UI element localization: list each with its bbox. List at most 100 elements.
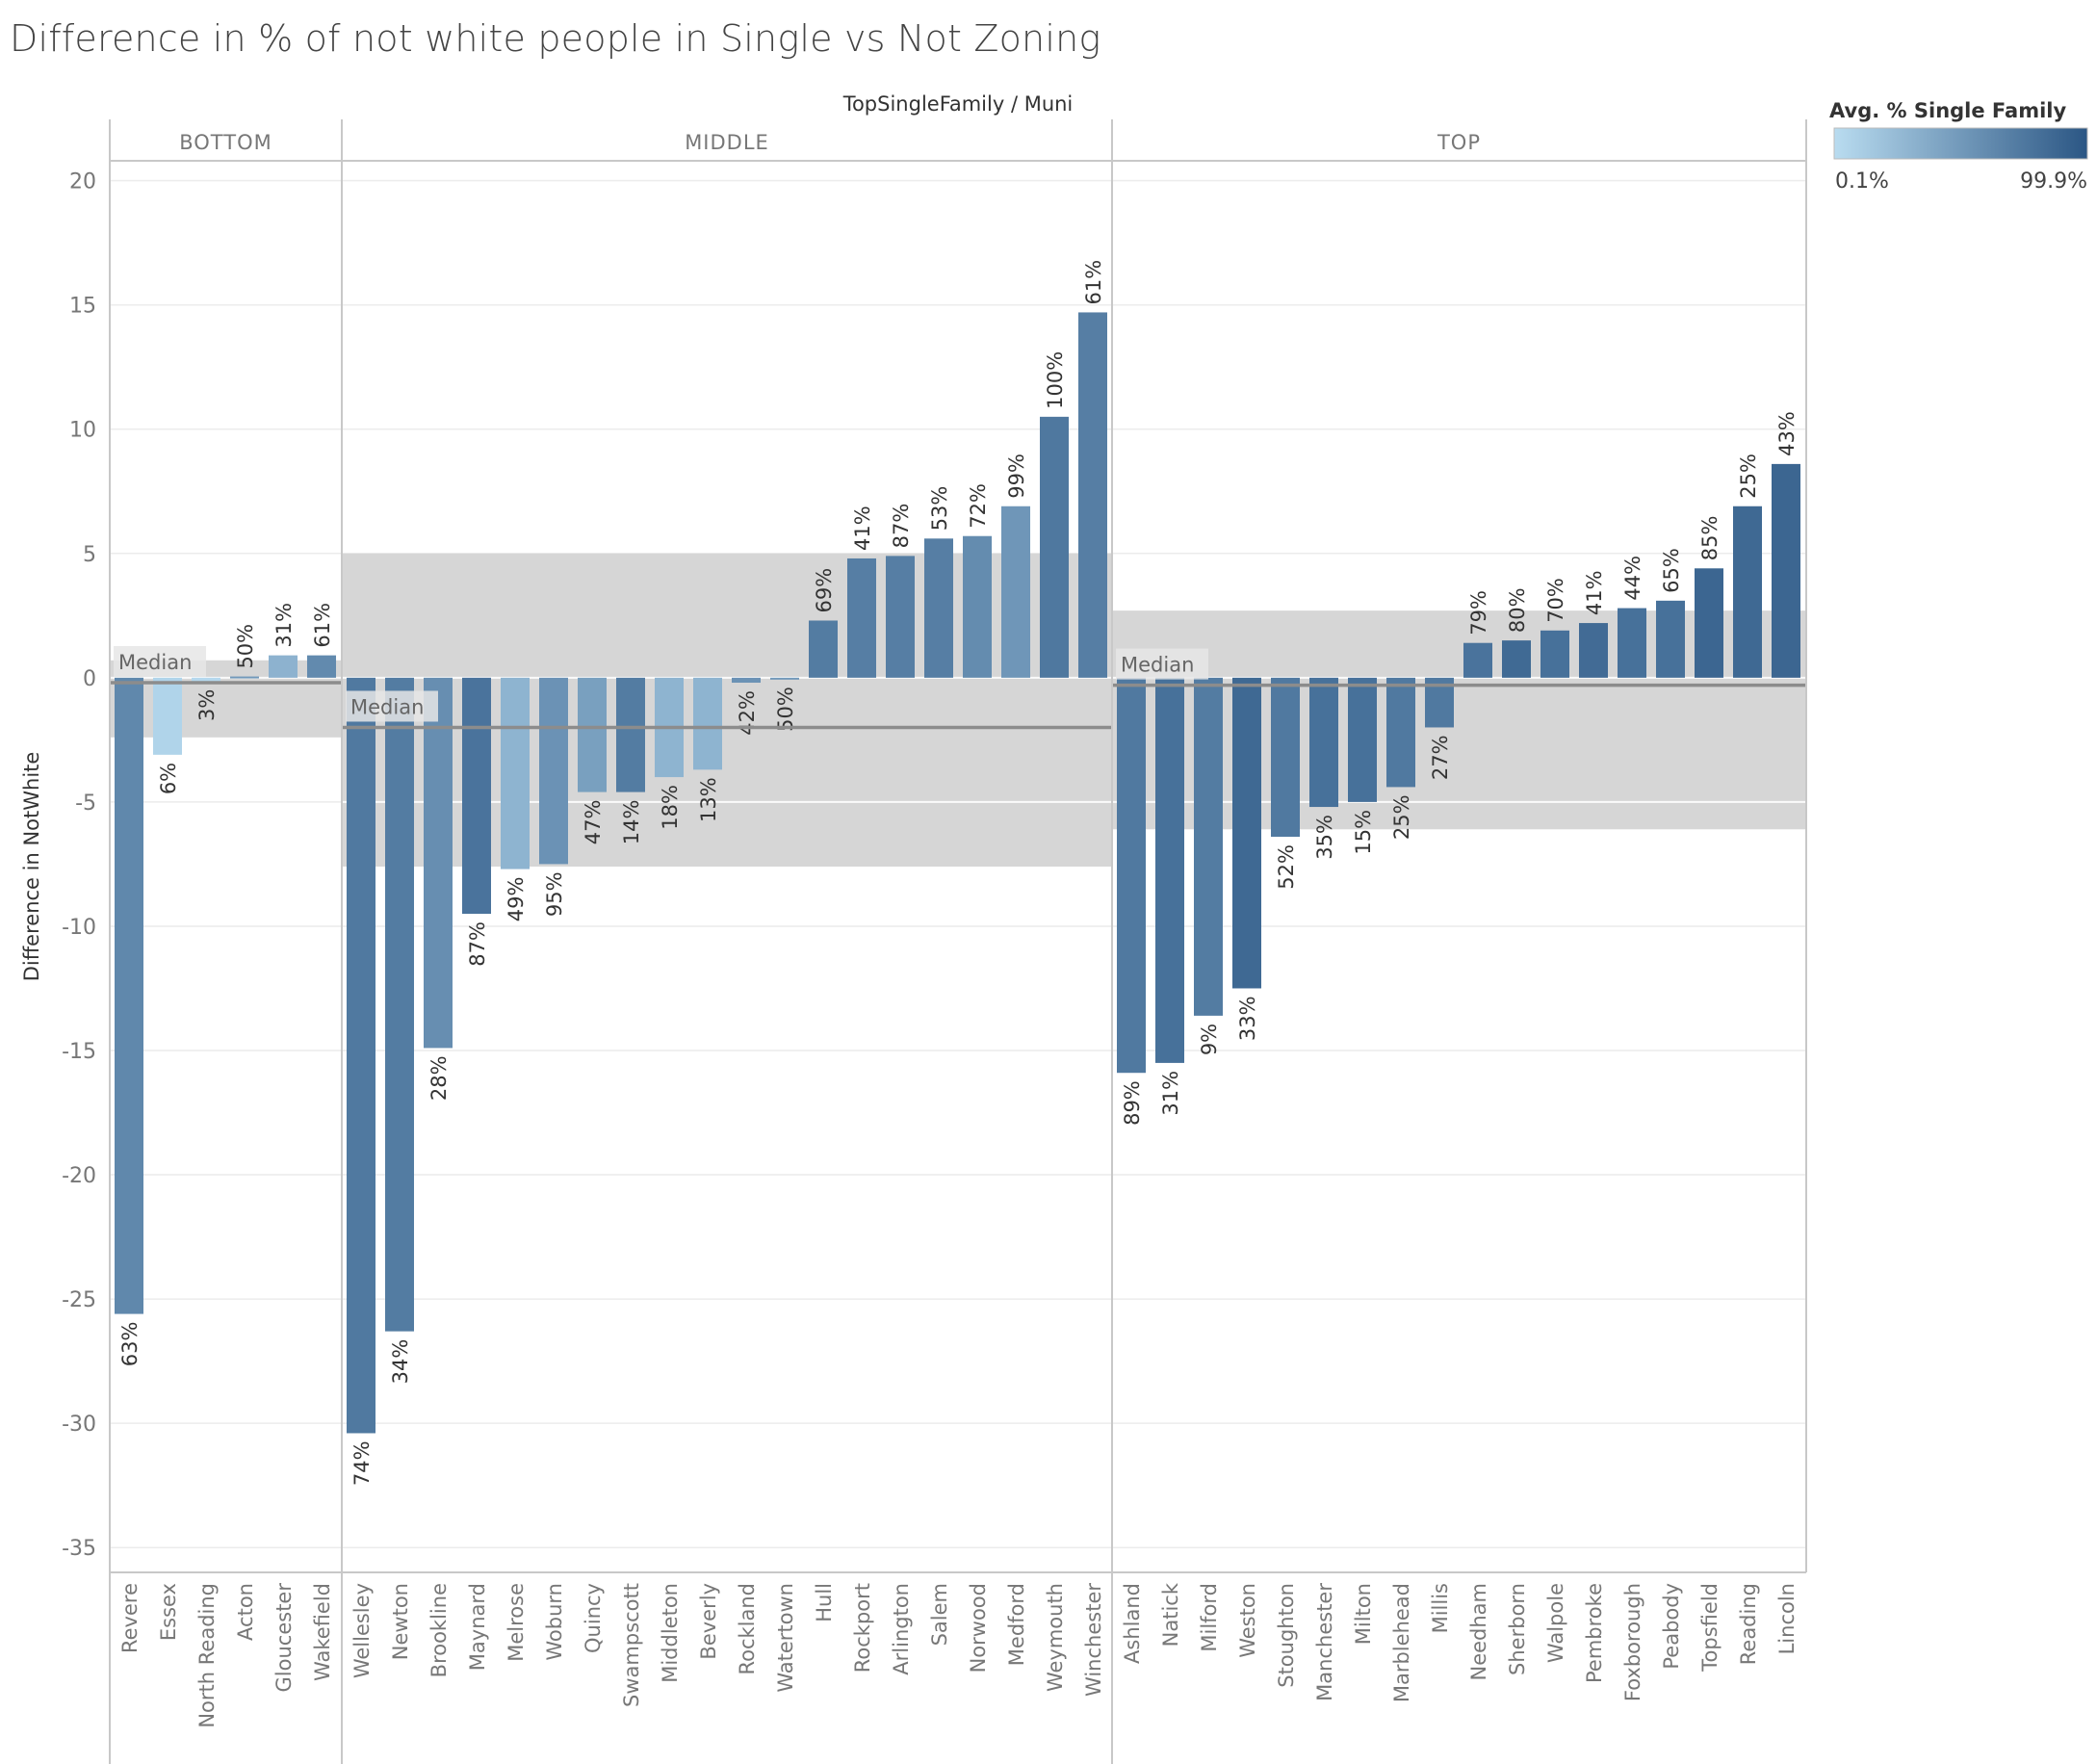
bar bbox=[578, 677, 607, 792]
category-label: Melrose bbox=[505, 1583, 528, 1662]
legend-min-label: 0.1% bbox=[1835, 169, 1889, 194]
bar bbox=[1618, 608, 1646, 678]
y-axis-title: Difference in NotWhite bbox=[20, 752, 43, 982]
bar bbox=[1155, 677, 1184, 1063]
y-tick-label: 10 bbox=[69, 419, 96, 443]
bar bbox=[1579, 623, 1608, 678]
category-label: Peabody bbox=[1660, 1583, 1683, 1670]
category-label: Topsfield bbox=[1698, 1583, 1722, 1673]
data-label: 47% bbox=[582, 800, 605, 845]
legend-title: Avg. % Single Family bbox=[1829, 99, 2066, 122]
bar bbox=[192, 677, 220, 682]
bar bbox=[347, 677, 375, 1434]
data-label: 49% bbox=[505, 877, 528, 922]
bar bbox=[1001, 506, 1030, 678]
column-header: TopSingleFamily / Muni bbox=[842, 92, 1074, 116]
category-label: Norwood bbox=[967, 1583, 990, 1673]
bar bbox=[424, 677, 453, 1049]
bar bbox=[809, 620, 838, 678]
category-label: Stoughton bbox=[1275, 1583, 1298, 1688]
bar bbox=[1772, 463, 1800, 678]
legend-color-ramp bbox=[1833, 127, 2088, 160]
data-label: 6% bbox=[157, 763, 180, 794]
category-label: Pembroke bbox=[1583, 1583, 1606, 1683]
data-label: 95% bbox=[543, 871, 566, 917]
data-label: 44% bbox=[1621, 556, 1644, 601]
data-label: 28% bbox=[427, 1055, 451, 1101]
data-label: 14% bbox=[620, 800, 643, 845]
y-tick-label: -5 bbox=[75, 791, 96, 816]
median-label-bg bbox=[346, 690, 438, 722]
category-label: Beverly bbox=[697, 1583, 720, 1660]
data-label: 18% bbox=[659, 785, 682, 830]
data-label: 25% bbox=[1390, 794, 1413, 840]
bar bbox=[1271, 677, 1300, 838]
y-tick-label: -30 bbox=[62, 1413, 96, 1437]
bar bbox=[115, 677, 143, 1314]
data-label: 63% bbox=[118, 1322, 142, 1367]
data-label: 3% bbox=[195, 689, 219, 721]
category-label: Ashland bbox=[1121, 1583, 1144, 1664]
data-label: 31% bbox=[1159, 1071, 1182, 1116]
category-label: Hull bbox=[813, 1583, 836, 1622]
data-label: 42% bbox=[736, 690, 759, 736]
bar bbox=[924, 538, 953, 678]
category-label: Reading bbox=[1737, 1583, 1760, 1665]
bar bbox=[1463, 642, 1492, 678]
data-label: 25% bbox=[1737, 454, 1760, 499]
data-label: 13% bbox=[697, 777, 720, 822]
category-label: Marblehead bbox=[1390, 1583, 1413, 1702]
legend-max-label: 99.9% bbox=[2020, 169, 2087, 194]
category-label: Revere bbox=[118, 1583, 142, 1653]
data-label: 80% bbox=[1506, 587, 1529, 633]
data-label: 52% bbox=[1275, 844, 1298, 890]
y-tick-label: -10 bbox=[62, 916, 96, 940]
category-label: Milton bbox=[1352, 1583, 1375, 1645]
bar bbox=[269, 655, 298, 678]
data-label: 74% bbox=[350, 1440, 374, 1486]
category-label: Rockport bbox=[851, 1583, 874, 1673]
bar bbox=[1540, 630, 1569, 678]
category-label: Essex bbox=[157, 1583, 180, 1641]
median-label: Median bbox=[1121, 654, 1194, 677]
bar bbox=[230, 676, 259, 679]
data-label: 41% bbox=[851, 506, 874, 551]
category-label: Sherborn bbox=[1506, 1583, 1529, 1675]
y-tick-label: -35 bbox=[62, 1537, 96, 1561]
panel-header: BOTTOM bbox=[179, 131, 272, 154]
category-label: North Reading bbox=[195, 1583, 219, 1728]
category-label: Lincoln bbox=[1775, 1583, 1799, 1654]
bar bbox=[963, 535, 992, 678]
bar bbox=[539, 677, 568, 865]
data-label: 61% bbox=[1082, 260, 1105, 305]
data-label: 99% bbox=[1005, 454, 1028, 499]
data-label: 89% bbox=[1121, 1080, 1144, 1126]
bar bbox=[1309, 677, 1338, 808]
median-label: Median bbox=[350, 695, 424, 718]
y-tick-label: 20 bbox=[69, 170, 96, 195]
category-label: Winchester bbox=[1082, 1583, 1105, 1697]
bar bbox=[847, 558, 876, 678]
bar bbox=[1348, 677, 1377, 802]
bar bbox=[1695, 568, 1723, 678]
bar bbox=[693, 677, 722, 770]
data-label: 43% bbox=[1775, 411, 1799, 456]
category-label: Woburn bbox=[543, 1583, 566, 1661]
data-label: 87% bbox=[466, 921, 489, 967]
bar bbox=[732, 677, 761, 684]
category-label: Manchester bbox=[1313, 1583, 1336, 1701]
category-label: Gloucester bbox=[272, 1583, 296, 1693]
bar bbox=[307, 655, 336, 678]
data-label: 70% bbox=[1544, 578, 1567, 623]
bar bbox=[655, 677, 684, 778]
category-label: Maynard bbox=[466, 1583, 489, 1671]
bar bbox=[1386, 677, 1415, 788]
bar bbox=[1502, 640, 1531, 678]
data-label: 33% bbox=[1236, 996, 1259, 1041]
bar bbox=[153, 677, 182, 755]
data-label: 100% bbox=[1044, 351, 1067, 409]
data-label: 87% bbox=[890, 504, 913, 549]
category-label: Millis bbox=[1429, 1583, 1452, 1633]
data-label: 50% bbox=[234, 624, 257, 669]
category-label: Wellesley bbox=[350, 1583, 374, 1678]
